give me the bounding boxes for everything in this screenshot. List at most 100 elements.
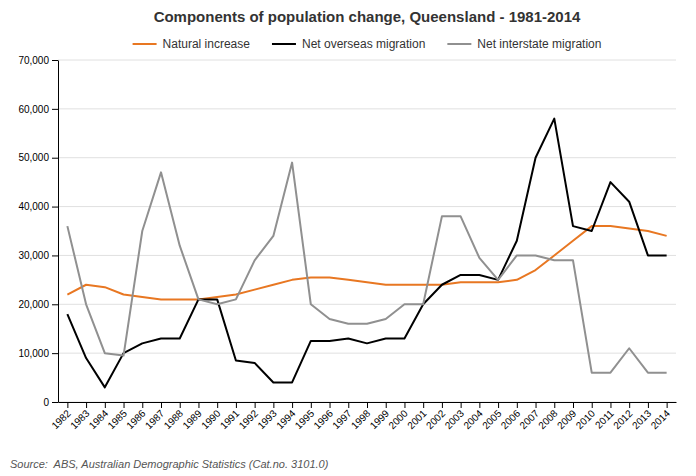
legend-swatch [133, 43, 157, 45]
x-tick-mark [273, 402, 274, 408]
x-tick: 2005 [480, 402, 504, 431]
series-line [67, 163, 666, 373]
plot-area [67, 119, 666, 388]
x-tick-label: 2012 [611, 407, 635, 431]
x-tick-label: 1987 [143, 407, 167, 431]
x-tick-label: 1994 [274, 407, 298, 431]
x-tick-label: 2001 [405, 407, 429, 431]
x-tick-label: 2002 [424, 407, 448, 431]
legend-label: Net overseas migration [302, 37, 425, 51]
y-tick-mark [52, 353, 58, 354]
y-tick: 30,000 [18, 250, 58, 261]
x-tick: 2014 [649, 402, 673, 431]
x-tick-label: 1992 [237, 407, 261, 431]
x-tick-mark [105, 402, 106, 408]
y-tick-label: 30,000 [18, 250, 49, 261]
x-tick-label: 2007 [517, 407, 541, 431]
x-tick-mark [536, 402, 537, 408]
x-tick-mark [198, 402, 199, 408]
x-tick-mark [180, 402, 181, 408]
x-tick: 2012 [611, 402, 635, 431]
y-tick-label: 20,000 [18, 299, 49, 310]
y-tick: 60,000 [18, 104, 58, 115]
y-tick-mark [52, 304, 58, 305]
x-tick: 1995 [293, 402, 317, 431]
y-axis-line [58, 61, 59, 403]
legend-item: Natural increase [133, 37, 251, 51]
x-tick-mark [67, 402, 68, 408]
x-tick: 2001 [405, 402, 429, 431]
y-tick-label: 70,000 [18, 55, 49, 66]
x-tick: 1986 [124, 402, 148, 431]
grid-line [58, 157, 676, 158]
x-tick-mark [648, 402, 649, 408]
legend: Natural increase Net overseas migration Ne… [133, 37, 602, 51]
y-tick: 70,000 [18, 55, 58, 66]
x-tick: 1998 [349, 402, 373, 431]
x-tick-mark [161, 402, 162, 408]
title: Components of population change, Queensl… [154, 8, 581, 25]
x-tick-label: 1993 [255, 407, 279, 431]
x-axis: 1982198319841985198619871988198919901991… [49, 402, 676, 431]
x-tick-label: 2003 [443, 407, 467, 431]
x-tick-label: 2008 [536, 407, 560, 431]
x-tick-mark [517, 402, 518, 408]
x-tick: 2002 [424, 402, 448, 431]
grid-line [58, 353, 676, 354]
y-tick-label: 10,000 [18, 348, 49, 359]
y-tick-label: 40,000 [18, 201, 49, 212]
x-tick: 1991 [218, 402, 242, 431]
x-tick-label: 1999 [368, 407, 392, 431]
x-tick-label: 1989 [180, 407, 204, 431]
x-tick: 1987 [143, 402, 167, 431]
x-tick-mark [423, 402, 424, 408]
x-tick-mark [86, 402, 87, 408]
x-tick-label: 2004 [461, 407, 485, 431]
x-tick: 1993 [255, 402, 279, 431]
legend-item: Net overseas migration [272, 37, 425, 51]
x-tick: 2003 [443, 402, 467, 431]
x-tick-label: 2000 [386, 407, 410, 431]
x-tick-label: 1983 [68, 407, 92, 431]
annotation: Source: ABS, Australian Demographic Stat… [10, 458, 329, 470]
x-tick: 2009 [555, 402, 579, 431]
x-tick-mark [142, 402, 143, 408]
x-tick-mark [479, 402, 480, 408]
x-tick-label: 2013 [630, 407, 654, 431]
chart: 1982198319841985198619871988198919901991… [0, 0, 696, 476]
x-tick-label: 1995 [293, 407, 317, 431]
x-tick: 1982 [49, 402, 73, 431]
grid [58, 60, 676, 402]
legend-item: Net interstate migration [447, 37, 601, 51]
x-tick: 2013 [630, 402, 654, 431]
y-tick: 20,000 [18, 299, 58, 310]
x-tick-label: 1986 [124, 407, 148, 431]
x-tick-mark [667, 402, 668, 408]
y-tick: 10,000 [18, 348, 58, 359]
x-tick-label: 2009 [555, 407, 579, 431]
x-tick-label: 1991 [218, 407, 242, 431]
y-tick: 50,000 [18, 152, 58, 163]
x-tick-mark [610, 402, 611, 408]
x-tick-mark [554, 402, 555, 408]
x-tick-label: 2010 [574, 407, 598, 431]
x-tick-label: 1982 [49, 407, 73, 431]
x-tick: 1985 [105, 402, 129, 431]
y-tick-mark [52, 158, 58, 159]
x-tick-mark [348, 402, 349, 408]
x-tick: 2007 [517, 402, 541, 431]
x-tick-mark [330, 402, 331, 408]
y-axis: 0 10,000 20,000 30,000 40,000 50,000 60,000 70,… [18, 55, 58, 408]
x-tick-mark [367, 402, 368, 408]
x-tick-label: 1985 [105, 407, 129, 431]
x-tick-label: 1996 [311, 407, 335, 431]
y-tick-label: 0 [43, 397, 49, 408]
x-tick-mark [498, 402, 499, 408]
legend-swatch [447, 43, 471, 45]
x-tick-label: 1997 [330, 407, 354, 431]
x-tick-mark [292, 402, 293, 408]
x-tick: 1999 [368, 402, 392, 431]
y-tick-label: 50,000 [18, 152, 49, 163]
y-tick-mark [52, 207, 58, 208]
x-tick-mark [386, 402, 387, 408]
